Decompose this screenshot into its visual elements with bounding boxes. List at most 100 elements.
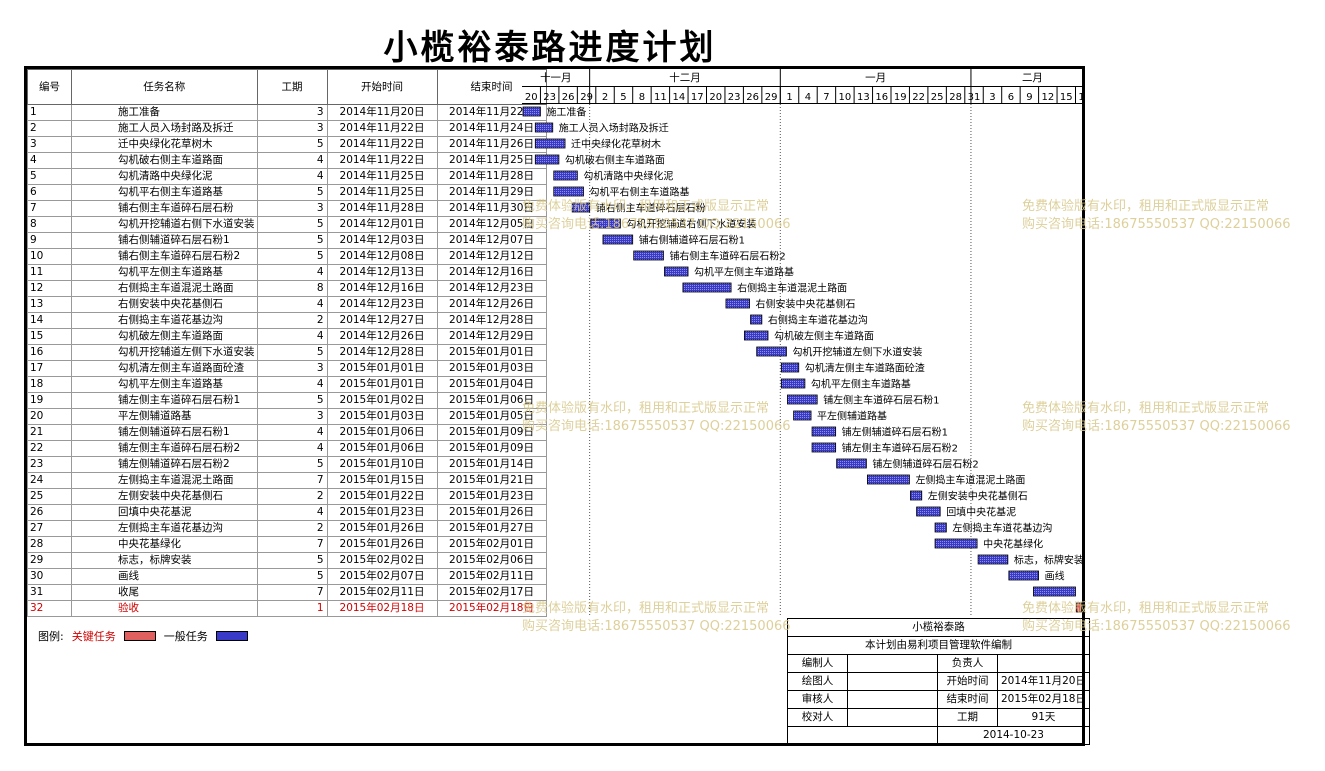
day-tick-label: 18 bbox=[1078, 92, 1084, 103]
table-row: 9 铺右侧辅道碎石层石粉1 5 2014年12月03日 2014年12月07日 bbox=[27, 232, 547, 249]
task-name: 左侧安装中央花基侧石 bbox=[71, 488, 258, 505]
task-start: 2015年01月02日 bbox=[326, 392, 438, 409]
task-start: 2014年12月03日 bbox=[326, 232, 438, 249]
task-id: 2 bbox=[27, 120, 72, 137]
day-tick-label: 3 bbox=[989, 92, 995, 103]
task-name: 右侧捣主车道混泥土路面 bbox=[71, 280, 258, 297]
task-start: 2015年01月01日 bbox=[326, 360, 438, 377]
info-editor-label: 编制人 bbox=[787, 654, 848, 673]
legend-prefix: 图例: bbox=[38, 630, 64, 643]
task-id: 32 bbox=[27, 600, 72, 617]
task-duration: 7 bbox=[256, 584, 328, 601]
task-duration: 5 bbox=[256, 456, 328, 473]
task-start: 2015年01月03日 bbox=[326, 408, 438, 425]
gantt-bar-label: 勾机破右侧主车道路面 bbox=[565, 154, 665, 167]
gantt-bar-label: 标志，标牌安装 bbox=[1014, 554, 1084, 567]
day-tick-label: 5 bbox=[620, 92, 626, 103]
info-reviewer-label: 审核人 bbox=[787, 690, 848, 709]
gantt-bar-label: 画线 bbox=[1045, 570, 1065, 583]
gantt-bar-label: 铺右侧主车道碎石层石粉 bbox=[596, 202, 706, 215]
task-start: 2015年01月15日 bbox=[326, 472, 438, 489]
table-row: 5 勾机清路中央绿化泥 4 2014年11月25日 2014年11月28日 bbox=[27, 168, 547, 185]
task-duration: 5 bbox=[256, 216, 328, 233]
task-name: 左侧捣主车道花基边沟 bbox=[71, 520, 258, 537]
task-start: 2015年01月26日 bbox=[326, 536, 438, 553]
day-tick-label: 16 bbox=[875, 92, 888, 103]
info-date: 2014-10-23 bbox=[937, 726, 1090, 745]
gantt-bar-label: 施工准备 bbox=[546, 106, 586, 119]
gantt-bar bbox=[916, 506, 941, 517]
info-project: 小榄裕泰路 bbox=[787, 618, 1090, 637]
gantt-bar-label: 铺右侧主车道碎石层石粉2 bbox=[669, 250, 785, 263]
gantt-bar bbox=[793, 410, 812, 421]
gantt-bar bbox=[664, 266, 689, 277]
gantt-bar-label: 收尾 bbox=[1082, 586, 1085, 599]
day-tick-label: 29 bbox=[765, 92, 778, 103]
gantt-bar-label: 迁中央绿化花草树木 bbox=[571, 138, 661, 151]
info-drawer-value bbox=[847, 672, 938, 691]
gantt-bar bbox=[866, 474, 910, 485]
info-owner-label: 负责人 bbox=[937, 654, 998, 673]
task-name: 勾机开挖辅道右侧下水道安装 bbox=[71, 216, 258, 233]
month-label: 一月 bbox=[865, 72, 886, 84]
table-row: 12 右侧捣主车道混泥土路面 8 2014年12月16日 2014年12月23日 bbox=[27, 280, 547, 297]
gantt-bar-label: 勾机开挖辅道左侧下水道安装 bbox=[792, 346, 922, 359]
gantt-bar bbox=[977, 554, 1009, 565]
task-table-body: 1 施工准备 3 2014年11月20日 2014年11月22日 2 施工人员入场封路及拆迁… bbox=[27, 104, 547, 617]
task-id: 27 bbox=[27, 520, 72, 537]
task-id: 22 bbox=[27, 440, 72, 457]
info-owner-value bbox=[997, 654, 1090, 673]
gantt-bar-label: 铺左侧主车道碎石层石粉1 bbox=[823, 394, 939, 407]
task-duration: 5 bbox=[256, 232, 328, 249]
header-duration: 工期 bbox=[256, 69, 328, 105]
task-name: 施工人员入场封路及拆迁 bbox=[71, 120, 258, 137]
info-blank bbox=[787, 726, 938, 745]
gantt-bar bbox=[1033, 586, 1076, 597]
gantt-bar bbox=[934, 522, 947, 533]
table-row: 8 勾机开挖辅道右侧下水道安装 5 2014年12月01日 2014年12月05日 bbox=[27, 216, 547, 233]
day-tick-label: 25 bbox=[931, 92, 944, 103]
day-tick-label: 12 bbox=[1041, 92, 1054, 103]
task-id: 17 bbox=[27, 360, 72, 377]
task-start: 2015年02月11日 bbox=[326, 584, 438, 601]
month-label: 二月 bbox=[1022, 72, 1043, 84]
task-start: 2014年12月01日 bbox=[326, 216, 438, 233]
task-start: 2014年12月08日 bbox=[326, 248, 438, 265]
table-row: 20 平左侧辅道路基 3 2015年01月03日 2015年01月05日 bbox=[27, 408, 547, 425]
task-duration: 3 bbox=[256, 120, 328, 137]
task-id: 23 bbox=[27, 456, 72, 473]
task-duration: 5 bbox=[256, 136, 328, 153]
table-row: 11 勾机平左侧主车道路基 4 2014年12月13日 2014年12月16日 bbox=[27, 264, 547, 281]
task-start: 2015年01月23日 bbox=[326, 504, 438, 521]
task-id: 18 bbox=[27, 376, 72, 393]
gantt-bar bbox=[750, 314, 763, 325]
task-id: 4 bbox=[27, 152, 72, 169]
gantt-bar bbox=[590, 218, 621, 229]
task-start: 2014年12月27日 bbox=[326, 312, 438, 329]
gantt-bar-label: 勾机平左侧主车道路基 bbox=[811, 378, 911, 391]
task-duration: 4 bbox=[256, 424, 328, 441]
table-row: 31 收尾 7 2015年02月11日 2015年02月17日 bbox=[27, 584, 547, 601]
table-row: 10 铺右侧主车道碎石层石粉2 5 2014年12月08日 2014年12月12日 bbox=[27, 248, 547, 265]
task-start: 2015年02月07日 bbox=[326, 568, 438, 585]
task-duration: 7 bbox=[256, 536, 328, 553]
task-start: 2015年01月22日 bbox=[326, 488, 438, 505]
day-tick-label: 23 bbox=[543, 92, 556, 103]
gantt-bar bbox=[811, 426, 837, 437]
task-duration: 1 bbox=[256, 600, 328, 617]
task-duration: 4 bbox=[256, 328, 328, 345]
task-name: 验收 bbox=[71, 600, 258, 617]
task-id: 5 bbox=[27, 168, 72, 185]
task-end: 2014年12月16日 bbox=[436, 264, 547, 281]
info-drawer-label: 绘图人 bbox=[787, 672, 848, 691]
task-end: 2014年11月25日 bbox=[436, 152, 547, 169]
day-tick-label: 14 bbox=[672, 92, 685, 103]
table-row: 15 勾机破左侧主车道路面 4 2014年12月26日 2014年12月29日 bbox=[27, 328, 547, 345]
table-row: 14 右侧捣主车道花基边沟 2 2014年12月27日 2014年12月28日 bbox=[27, 312, 547, 329]
task-start: 2014年11月22日 bbox=[326, 152, 438, 169]
day-tick-label: 20 bbox=[525, 92, 538, 103]
task-end: 2015年01月23日 bbox=[436, 488, 547, 505]
task-end: 2015年02月17日 bbox=[436, 584, 547, 601]
